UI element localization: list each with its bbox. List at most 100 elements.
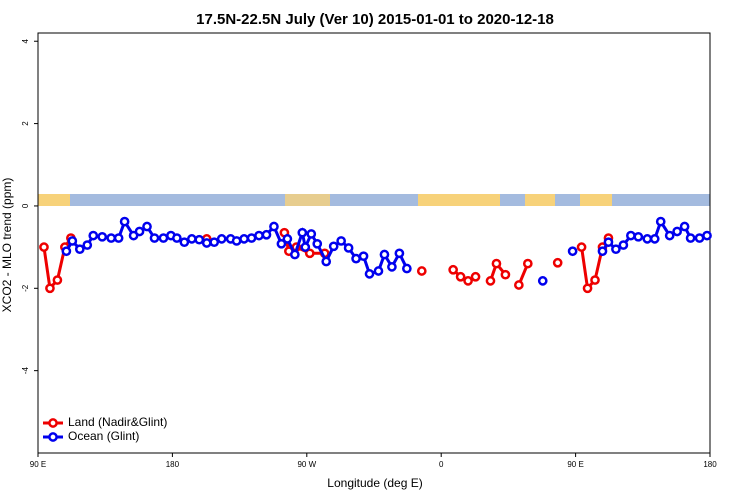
data-point xyxy=(134,226,145,237)
data-point xyxy=(576,242,587,252)
data-point xyxy=(379,249,390,260)
data-point xyxy=(282,234,293,244)
data-point xyxy=(618,240,629,250)
data-point xyxy=(485,276,496,286)
y-tick-label: -2 xyxy=(21,284,30,292)
y-axis-label: XCO2 - MLO trend (ppm) xyxy=(0,178,14,313)
data-point xyxy=(304,248,315,259)
data-point xyxy=(201,238,212,248)
data-point xyxy=(491,258,502,269)
data-point xyxy=(194,234,205,245)
legend-marker xyxy=(48,418,58,428)
data-point xyxy=(209,237,220,248)
data-point xyxy=(694,233,705,243)
data-point xyxy=(394,248,405,259)
land-band xyxy=(418,194,500,206)
data-point xyxy=(514,280,524,290)
data-point xyxy=(603,237,614,248)
land-ocean-strip xyxy=(38,194,710,206)
data-point xyxy=(358,251,369,262)
legend-marker xyxy=(48,432,58,442)
data-point xyxy=(664,230,675,241)
data-point xyxy=(113,233,124,243)
data-point xyxy=(52,275,63,285)
y-tick-label: 4 xyxy=(21,38,30,43)
data-point xyxy=(597,246,608,257)
data-point xyxy=(702,230,712,241)
x-tick-label: 90 E xyxy=(30,460,46,469)
series-line xyxy=(65,218,708,276)
data-point xyxy=(470,271,481,282)
data-point xyxy=(231,236,242,246)
data-point xyxy=(290,249,300,260)
data-point xyxy=(45,283,55,294)
data-point xyxy=(649,234,660,244)
y-tick-label: 0 xyxy=(21,203,30,208)
data-point xyxy=(552,257,563,268)
data-point xyxy=(582,283,593,294)
data-point xyxy=(373,266,384,276)
data-point xyxy=(611,244,621,255)
data-point xyxy=(149,233,160,243)
data-point xyxy=(246,233,257,243)
data-point xyxy=(590,275,600,285)
data-point xyxy=(97,231,108,242)
land-band xyxy=(285,194,330,206)
data-point xyxy=(67,236,78,246)
x-tick-label: 90 E xyxy=(567,460,583,469)
land-band xyxy=(525,194,555,206)
data-point xyxy=(336,236,346,246)
data-point xyxy=(179,237,190,248)
data-point xyxy=(269,221,279,232)
land-band xyxy=(580,194,612,206)
land-band xyxy=(38,194,70,206)
data-point xyxy=(306,229,317,239)
data-point xyxy=(642,234,653,244)
x-tick-label: 180 xyxy=(703,460,717,469)
data-point xyxy=(500,269,511,280)
data-point xyxy=(448,264,458,275)
data-point xyxy=(364,269,375,279)
data-point xyxy=(142,221,152,232)
data-point xyxy=(455,271,466,282)
y-tick-label: 2 xyxy=(21,121,30,126)
data-point xyxy=(655,216,666,227)
plot-frame xyxy=(37,32,711,454)
data-point xyxy=(88,230,99,241)
data-point xyxy=(312,238,323,249)
data-point xyxy=(402,263,412,274)
data-point xyxy=(276,238,287,249)
data-point xyxy=(261,229,272,240)
data-point xyxy=(463,276,473,286)
data-point xyxy=(158,233,169,243)
data-point xyxy=(567,246,578,257)
x-tick-label: 180 xyxy=(166,460,180,469)
data-point xyxy=(679,221,690,232)
data-point xyxy=(74,244,85,255)
data-point xyxy=(119,216,130,227)
data-point xyxy=(522,258,533,269)
data-point xyxy=(685,233,696,243)
data-point xyxy=(82,240,93,250)
data-point xyxy=(297,227,308,238)
data-point xyxy=(254,230,264,241)
legend-label: Ocean (Glint) xyxy=(68,429,139,443)
x-tick-label: 90 W xyxy=(297,460,316,469)
x-axis-label: Longitude (deg E) xyxy=(327,476,422,490)
data-point xyxy=(216,234,227,244)
data-point xyxy=(626,230,636,241)
data-point xyxy=(239,234,249,244)
x-tick-label: 0 xyxy=(439,460,444,469)
data-point xyxy=(328,241,339,252)
data-point xyxy=(416,266,427,276)
data-point xyxy=(351,253,361,264)
data-point xyxy=(39,242,49,252)
data-point xyxy=(321,256,332,267)
data-point xyxy=(106,233,117,243)
y-tick-label: -4 xyxy=(21,367,30,375)
data-point xyxy=(537,276,548,286)
data-point xyxy=(387,262,397,272)
data-point xyxy=(61,246,72,257)
legend-label: Land (Nadir&Glint) xyxy=(68,415,167,429)
